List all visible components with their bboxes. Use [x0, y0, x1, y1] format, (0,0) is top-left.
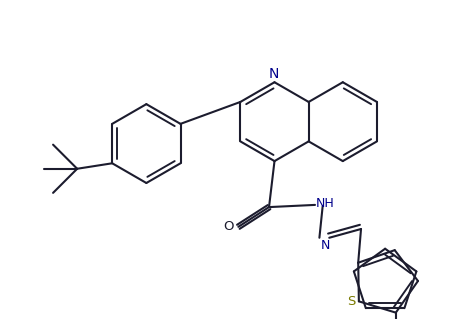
- Text: NH: NH: [316, 197, 335, 210]
- Text: N: N: [320, 239, 330, 252]
- Text: S: S: [347, 295, 356, 308]
- Text: N: N: [268, 67, 279, 81]
- Text: O: O: [223, 220, 234, 233]
